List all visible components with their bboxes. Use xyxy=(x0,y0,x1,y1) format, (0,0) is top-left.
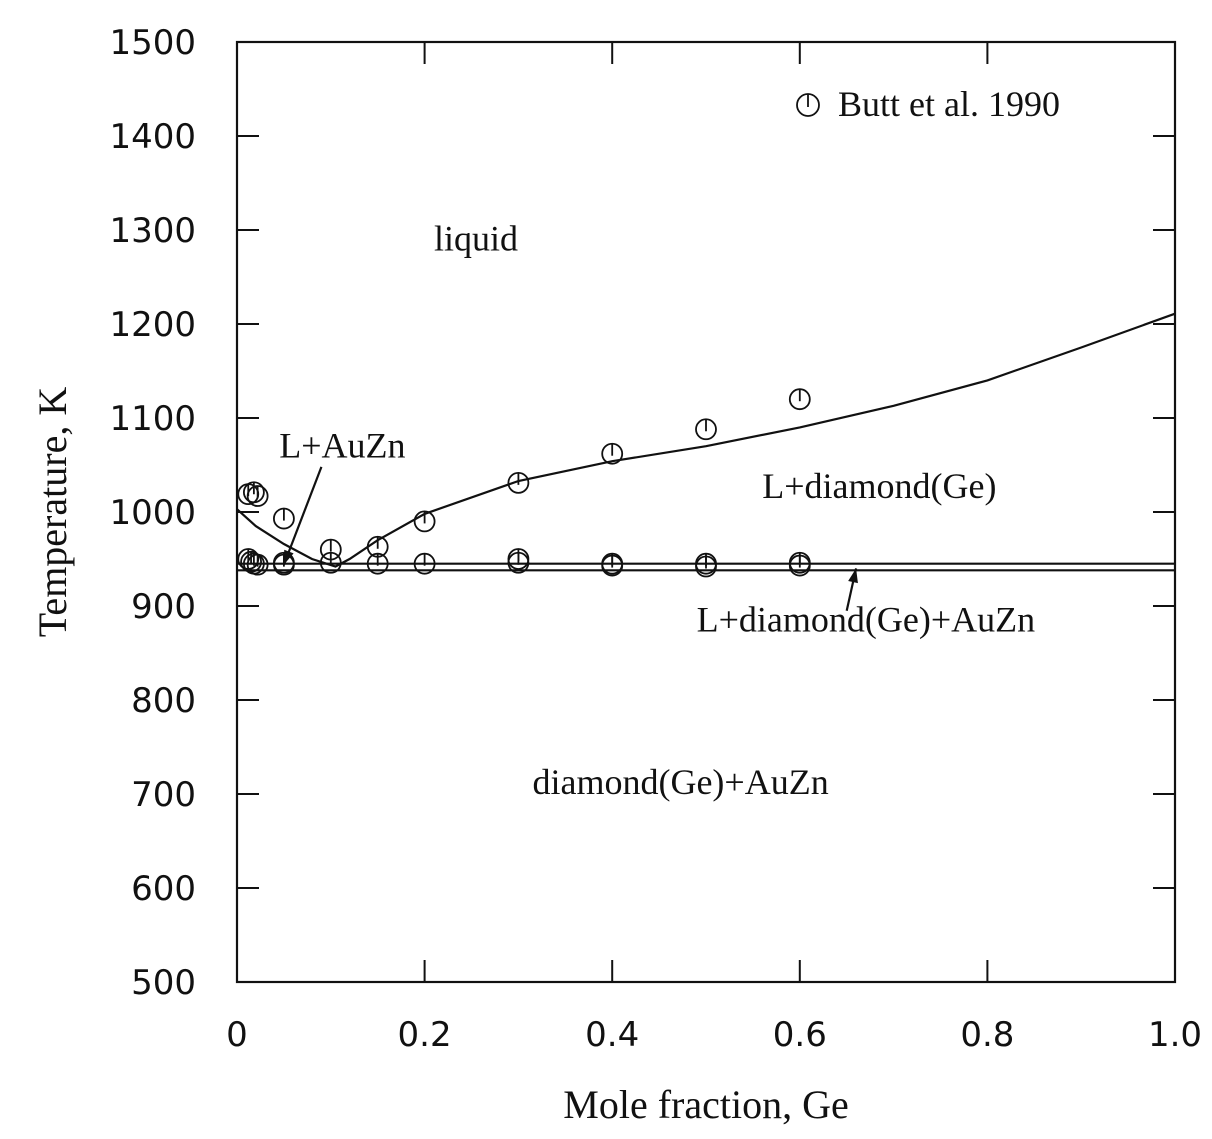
data-point-marker xyxy=(788,554,811,577)
y-tick-label: 1000 xyxy=(109,493,196,533)
annotation-arrows xyxy=(282,466,858,611)
y-tick-label: 1400 xyxy=(109,117,196,157)
x-tick-label: 1.0 xyxy=(1148,1015,1202,1055)
data-point-marker xyxy=(788,388,811,411)
legend-marker-symbol xyxy=(796,93,820,117)
phase-label: liquid xyxy=(434,219,518,259)
legend-label: Butt et al. 1990 xyxy=(838,84,1060,124)
data-point-marker xyxy=(695,555,717,578)
data-point-marker xyxy=(242,481,265,504)
x-tick-label: 0.6 xyxy=(773,1015,827,1055)
data-point-marker xyxy=(507,471,530,494)
plot-frame xyxy=(235,40,1177,984)
legend: Butt et al. 1990 xyxy=(796,84,1060,124)
y-tick-label: 1200 xyxy=(109,305,196,345)
annotation-arrow xyxy=(845,568,858,611)
x-axis-tick-labels: 0 0.2 0.4 0.6 0.8 1.0 xyxy=(226,1015,1202,1055)
data-point-marker xyxy=(601,442,624,465)
data-point-marker xyxy=(601,554,624,577)
data-point-marker xyxy=(413,510,436,533)
phase-region-labels: liquid L+AuZn L+diamond(Ge) L+diamond(Ge)+A… xyxy=(279,219,1035,802)
data-point-marker xyxy=(319,551,342,574)
y-tick-label: 800 xyxy=(131,681,196,721)
legend-marker-circle xyxy=(796,93,820,117)
y-axis-title: Temperature, K xyxy=(30,387,75,638)
y-tick-label: 900 xyxy=(131,587,196,627)
y-tick-label: 1500 xyxy=(109,23,196,63)
y-tick-label: 1100 xyxy=(109,399,196,439)
axis-ticks xyxy=(236,41,1176,983)
x-tick-label: 0 xyxy=(226,1015,248,1055)
y-tick-label: 700 xyxy=(131,775,196,815)
y-axis-tick-labels: 500 600 700 800 900 1000 1100 1200 1300 1400 1500 xyxy=(109,23,196,1003)
butt-1990-data-points xyxy=(237,388,811,578)
annotation-arrow xyxy=(282,466,323,566)
data-point-marker xyxy=(695,418,717,441)
phase-label: L+diamond(Ge)+AuZn xyxy=(697,599,1036,639)
data-point-marker xyxy=(366,552,389,575)
phase-boundary-line xyxy=(236,312,1176,568)
x-tick-label: 0.8 xyxy=(960,1015,1014,1055)
y-tick-label: 1300 xyxy=(109,211,196,251)
data-point-marker xyxy=(246,553,269,576)
x-tick-label: 0.4 xyxy=(585,1015,639,1055)
phase-label: L+diamond(Ge) xyxy=(762,466,996,506)
data-point-marker xyxy=(413,552,436,575)
x-tick-label: 0.2 xyxy=(398,1015,452,1055)
y-tick-label: 600 xyxy=(131,869,196,909)
y-tick-label: 500 xyxy=(131,963,196,1003)
data-point-marker xyxy=(272,507,295,530)
x-axis-title: Mole fraction, Ge xyxy=(563,1082,848,1127)
phase-label: L+AuZn xyxy=(279,425,405,465)
data-point-marker xyxy=(507,551,530,574)
data-point-marker xyxy=(246,485,269,507)
phase-label: diamond(Ge)+AuZn xyxy=(532,762,828,802)
